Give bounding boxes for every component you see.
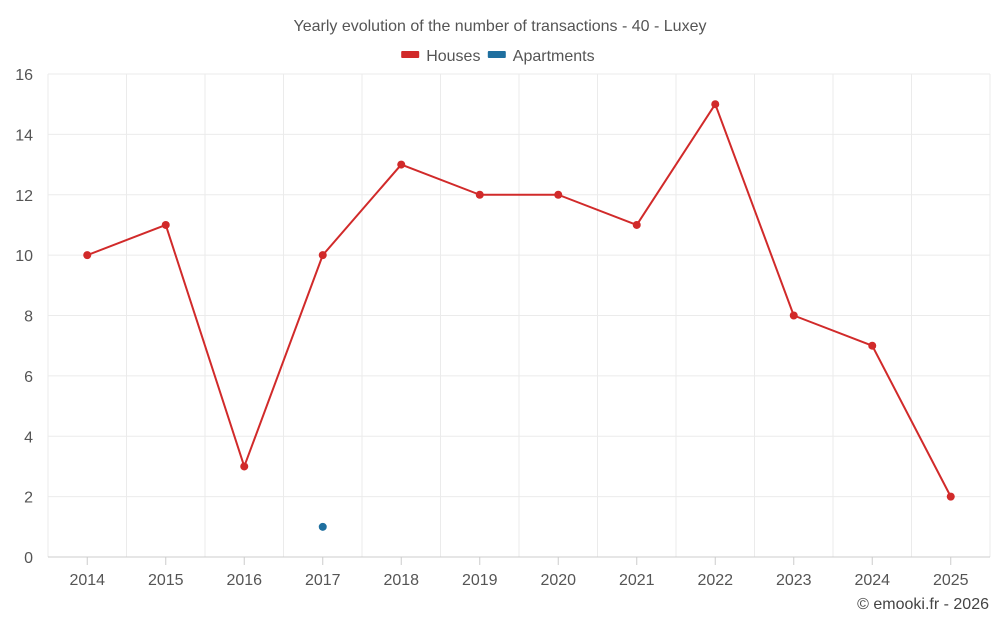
x-tick-label: 2021 <box>619 572 655 589</box>
x-tick-label: 2023 <box>776 572 812 589</box>
houses-series-line <box>86 103 952 498</box>
y-tick-label: 16 <box>15 67 33 84</box>
houses-point <box>240 462 249 471</box>
y-tick-label: 6 <box>24 369 33 386</box>
x-tick-label: 2015 <box>148 572 184 589</box>
y-tick-label: 14 <box>15 127 33 144</box>
houses-point <box>868 341 877 350</box>
houses-point <box>789 311 798 320</box>
houses-point <box>711 100 720 109</box>
legend-label-apartments: Apartments <box>513 48 595 65</box>
grid <box>47 73 991 557</box>
houses-point <box>83 251 92 260</box>
x-tick-label: 2020 <box>540 572 576 589</box>
houses-point <box>475 190 484 199</box>
y-tick-label: 8 <box>24 309 33 326</box>
chart-title: Yearly evolution of the number of transa… <box>294 18 707 35</box>
series-layer <box>83 100 955 531</box>
legend-swatch-apartments <box>487 51 506 58</box>
legend-label-houses: Houses <box>426 48 480 65</box>
x-tick-label: 2025 <box>933 572 969 589</box>
x-tick-label: 2024 <box>854 572 890 589</box>
x-tick-label: 2017 <box>305 572 341 589</box>
houses-point <box>946 492 955 501</box>
legend-swatch-houses <box>401 51 420 58</box>
y-tick-label: 10 <box>15 248 33 265</box>
x-tick-label: 2014 <box>69 572 105 589</box>
houses-point <box>397 160 406 169</box>
y-tick-label: 2 <box>24 490 33 507</box>
houses-point <box>554 190 563 199</box>
x-tick-label: 2018 <box>383 572 419 589</box>
houses-point <box>161 220 170 229</box>
y-tick-label: 0 <box>24 550 33 567</box>
y-tick-label: 12 <box>15 188 33 205</box>
x-tick-label: 2016 <box>226 572 262 589</box>
legend: Houses Apartments <box>401 48 595 65</box>
y-tick-label: 4 <box>24 429 33 446</box>
x-tick-label: 2019 <box>462 572 498 589</box>
houses-point <box>632 220 641 229</box>
apartments-point <box>318 522 327 531</box>
houses-point <box>318 251 327 260</box>
axes: 0 2 4 6 8 10 12 14 16 2014 2015 2016 2017 2018 2019 202… <box>15 67 990 589</box>
credit-text: © emooki.fr - 2026 <box>857 596 989 613</box>
x-tick-label: 2022 <box>697 572 733 589</box>
